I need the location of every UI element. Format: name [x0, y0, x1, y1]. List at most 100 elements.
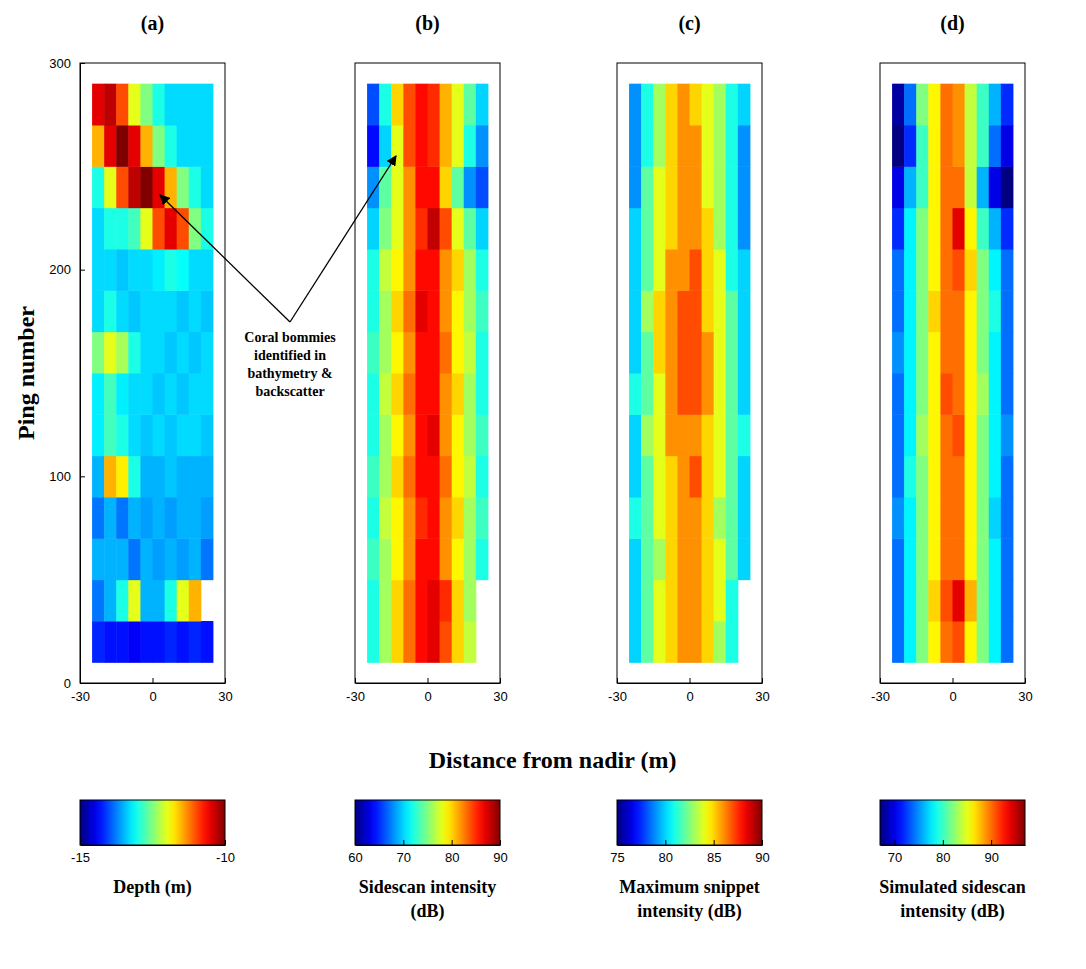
heatmap-cell: [177, 497, 190, 539]
heatmap-cell: [452, 621, 465, 663]
heatmap-cell: [738, 208, 751, 250]
x-tick-mark: [500, 678, 501, 683]
colorbar-tick-mark: [943, 840, 944, 845]
heatmap-cell: [104, 249, 117, 291]
heatmap-cell: [977, 497, 990, 539]
heatmap-cell: [653, 621, 666, 663]
heatmap-cell: [1001, 166, 1014, 208]
heatmap-cell: [940, 414, 953, 456]
heatmap-cell: [714, 456, 727, 498]
heatmap-cell: [140, 290, 153, 332]
heatmap-cell: [379, 84, 392, 126]
colorbar: 708090Simulated sidescanintensity (dB): [879, 800, 1026, 922]
heatmap-cell: [116, 249, 129, 291]
heatmap-cell: [92, 332, 105, 374]
heatmap-cell: [677, 497, 690, 539]
heatmap-cell: [440, 414, 453, 456]
colorbar-tick-mark: [895, 840, 896, 845]
heatmap-cell: [1001, 580, 1014, 622]
heatmap-cell: [476, 208, 489, 250]
colorbar-tick-mark: [617, 840, 618, 845]
heatmap-cell: [677, 621, 690, 663]
heatmap-cell: [702, 538, 715, 580]
x-tick-label: 0: [149, 689, 156, 704]
heatmap-cell: [653, 538, 666, 580]
heatmap-cell: [128, 84, 141, 126]
heatmap-cell: [391, 84, 404, 126]
heatmap-cell: [379, 414, 392, 456]
heatmap-cell: [116, 621, 129, 663]
heatmap-cell: [428, 332, 441, 374]
x-tick-label: -30: [71, 689, 90, 704]
text-line: bathymetry &: [247, 366, 332, 381]
x-tick: 0: [949, 678, 956, 704]
heatmap-cell: [464, 166, 477, 208]
heatmap-cell: [440, 332, 453, 374]
heatmap-cell: [653, 414, 666, 456]
text-line: intensity (dB): [637, 901, 742, 922]
heatmap-cell: [177, 621, 190, 663]
panel-title: (a): [141, 12, 164, 35]
heatmap-cell: [116, 84, 129, 126]
x-tick: -30: [608, 678, 627, 704]
heatmap-cell: [464, 290, 477, 332]
heatmap-cell: [702, 580, 715, 622]
heatmap-cell: [452, 166, 465, 208]
heatmap-cell: [665, 497, 678, 539]
heatmap-cell: [953, 84, 966, 126]
x-tick: 30: [218, 678, 232, 704]
heatmap-cell: [1001, 497, 1014, 539]
heatmap-cell: [714, 249, 727, 291]
heatmap-cell: [690, 373, 703, 415]
heatmap-cell: [928, 580, 941, 622]
heatmap-cell: [690, 621, 703, 663]
heatmap-cell: [977, 538, 990, 580]
heatmap-cell: [464, 373, 477, 415]
heatmap-cell: [892, 373, 905, 415]
heatmap-cell: [641, 290, 654, 332]
heatmap-cell: [629, 538, 642, 580]
heatmap-cell: [476, 456, 489, 498]
heatmap-cell: [452, 373, 465, 415]
x-tick: 30: [755, 678, 769, 704]
heatmap-cell: [177, 249, 190, 291]
heatmap-cell: [916, 290, 929, 332]
heatmap-cell: [690, 456, 703, 498]
heatmap-cell: [928, 538, 941, 580]
heatmap-cell: [677, 249, 690, 291]
x-tick: -30: [871, 678, 890, 704]
heatmap-cell: [892, 456, 905, 498]
heatmap-cell: [953, 208, 966, 250]
heatmap-cell: [904, 373, 917, 415]
heatmap-cell: [726, 166, 739, 208]
heatmap-cell: [641, 208, 654, 250]
heatmap-cell: [989, 249, 1002, 291]
colorbar-tick-label: 80: [659, 850, 673, 865]
x-tick-mark: [355, 678, 356, 683]
heatmap-cell: [928, 166, 941, 208]
y-axis-title: Ping number: [13, 306, 39, 440]
heatmap-cell: [177, 125, 190, 167]
heatmap-cell: [690, 580, 703, 622]
heatmap-cell: [965, 373, 978, 415]
heatmap-cell: [104, 166, 117, 208]
heatmap-cell: [116, 332, 129, 374]
heatmap-cell: [702, 84, 715, 126]
heatmap-cell: [965, 249, 978, 291]
heatmap-cell: [165, 497, 178, 539]
heatmap-cell: [140, 538, 153, 580]
heatmap-cell: [738, 497, 751, 539]
heatmap-cell: [904, 538, 917, 580]
heatmap-cell: [665, 621, 678, 663]
heatmap-cell: [128, 456, 141, 498]
heatmap-cell: [128, 166, 141, 208]
heatmap-cell: [690, 497, 703, 539]
heatmap-cell: [464, 125, 477, 167]
colorbar-tick-mark: [714, 840, 715, 845]
plot-frame: [80, 63, 225, 683]
colorbar-axis-line: [881, 845, 1026, 846]
colorbar-gradient: [617, 800, 762, 845]
heatmap-cell: [1001, 332, 1014, 374]
heatmap-cell: [464, 456, 477, 498]
heatmap-cell: [379, 497, 392, 539]
